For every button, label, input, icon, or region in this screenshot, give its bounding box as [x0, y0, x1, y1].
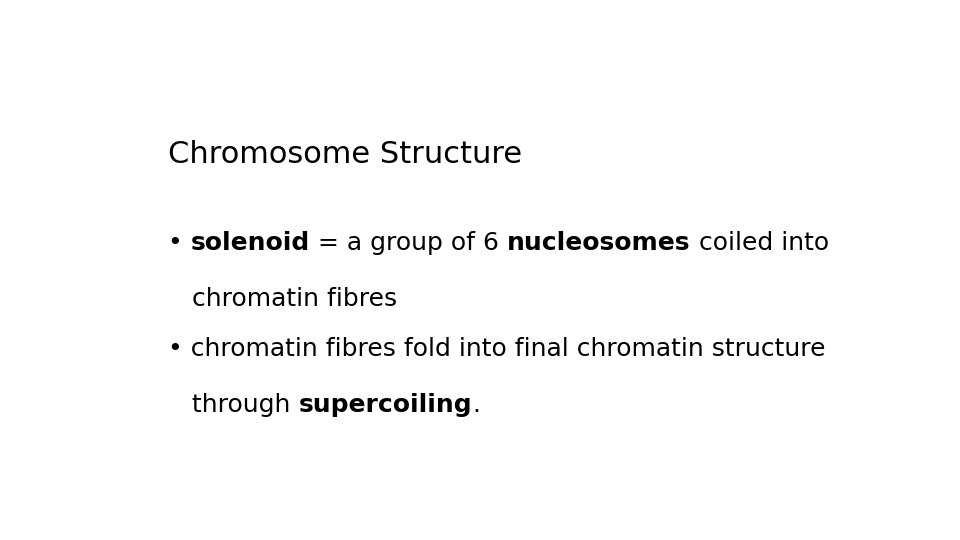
Text: solenoid: solenoid	[191, 231, 310, 255]
Text: •: •	[168, 231, 191, 255]
Text: nucleosomes: nucleosomes	[507, 231, 691, 255]
Text: supercoiling: supercoiling	[299, 393, 472, 417]
Text: through: through	[168, 393, 299, 417]
Text: = a group of 6: = a group of 6	[310, 231, 507, 255]
Text: coiled into: coiled into	[691, 231, 829, 255]
Text: • chromatin fibres fold into final chromatin structure: • chromatin fibres fold into final chrom…	[168, 337, 826, 361]
Text: chromatin fibres: chromatin fibres	[168, 287, 397, 311]
Text: Chromosome Structure: Chromosome Structure	[168, 140, 522, 168]
Text: .: .	[472, 393, 480, 417]
